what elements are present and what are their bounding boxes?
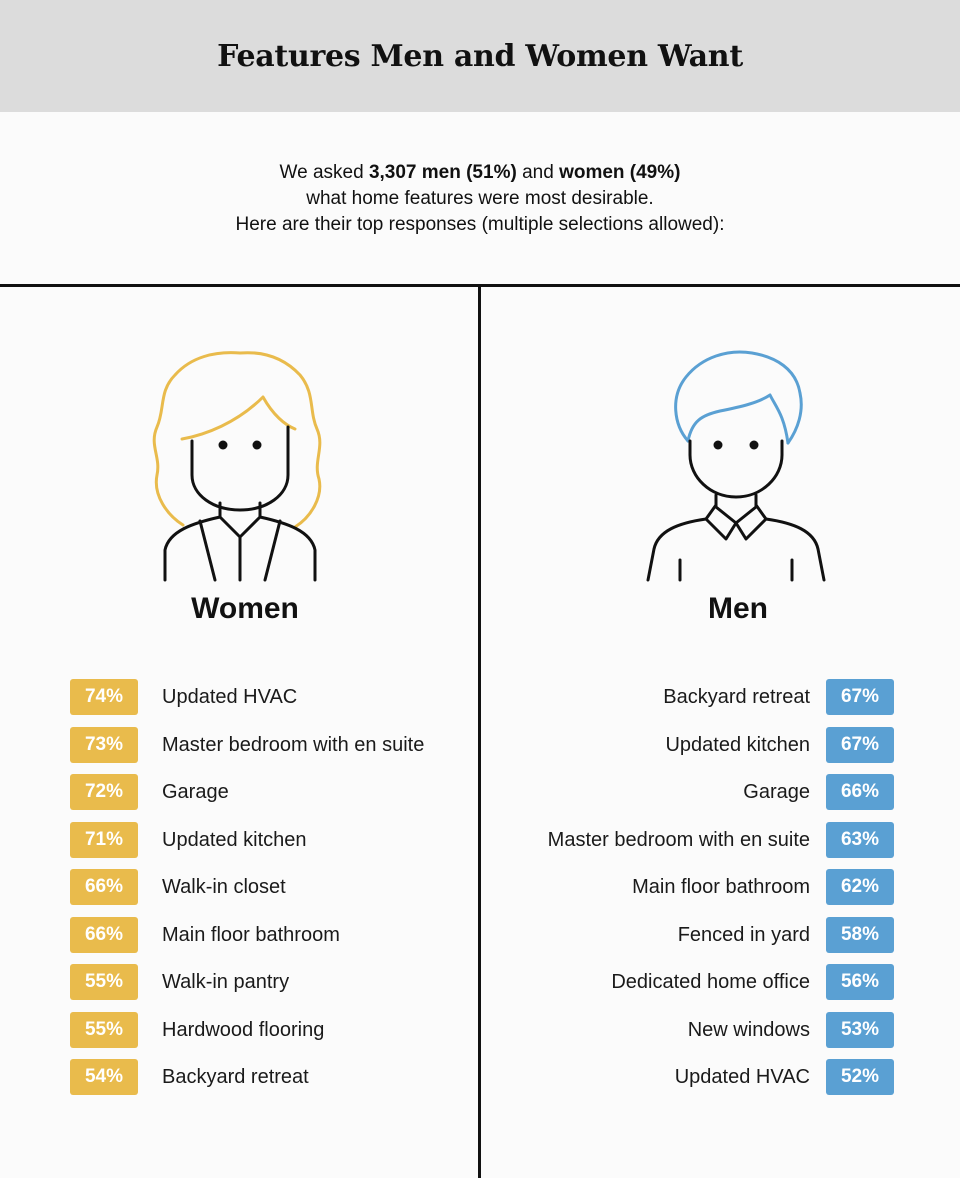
men-feature-label: Main floor bathroom	[632, 875, 810, 898]
men-percent-badge: 52%	[826, 1059, 894, 1095]
men-feature-label: Garage	[743, 780, 810, 803]
women-feature-label: Backyard retreat	[162, 1065, 309, 1088]
men-percent-badge: 66%	[826, 774, 894, 810]
women-list-item: 74% Updated HVAC	[70, 679, 297, 715]
women-percent-badge: 66%	[70, 869, 138, 905]
men-feature-label: Backyard retreat	[663, 685, 810, 708]
women-list-item: 55% Walk-in pantry	[70, 964, 289, 1000]
intro-women-count: women (49%)	[559, 162, 681, 183]
men-percent-badge: 58%	[826, 917, 894, 953]
men-list-item: Updated HVAC 52%	[675, 1059, 894, 1095]
women-percent-badge: 74%	[70, 679, 138, 715]
women-list-item: 73% Master bedroom with en suite	[70, 727, 424, 763]
title-suffix: Want	[647, 38, 743, 74]
men-list-item: Fenced in yard 58%	[678, 917, 894, 953]
header-banner: Features Men and Women Want	[0, 0, 960, 112]
women-feature-label: Hardwood flooring	[162, 1018, 325, 1041]
men-feature-label: Updated kitchen	[665, 733, 810, 756]
intro-men-count: 3,307 men (51%)	[368, 162, 517, 183]
men-percent-badge: 67%	[826, 679, 894, 715]
women-feature-label: Walk-in pantry	[162, 970, 290, 993]
intro-line1-mid: and	[516, 162, 560, 183]
women-feature-label: Master bedroom with en suite	[162, 733, 425, 756]
men-percent-badge: 56%	[826, 964, 894, 1000]
intro-line1-pre: We asked	[279, 162, 369, 183]
men-list-item: Main floor bathroom 62%	[632, 869, 894, 905]
women-list-item: 71% Updated kitchen	[70, 822, 307, 858]
intro-line-3: Here are their top responses (multiple s…	[235, 214, 725, 235]
women-percent-badge: 54%	[70, 1059, 138, 1095]
women-percent-badge: 71%	[70, 822, 138, 858]
man-avatar-icon	[646, 350, 826, 582]
women-percent-badge: 72%	[70, 774, 138, 810]
men-column-title: Men	[708, 592, 768, 625]
women-percent-badge: 66%	[70, 917, 138, 953]
men-list-item: Dedicated home office 56%	[611, 964, 894, 1000]
women-feature-label: Walk-in closet	[162, 875, 286, 898]
women-percent-badge: 55%	[70, 1012, 138, 1048]
women-list-item: 72% Garage	[70, 774, 229, 810]
intro-line-1: We asked 3,307 men (51%) and women (49%)	[0, 160, 960, 186]
page-title: Features Men and Women Want	[217, 39, 743, 74]
men-list-item: Backyard retreat 67%	[663, 679, 894, 715]
title-emphasis: Men and Women	[370, 38, 649, 74]
men-list-item: Updated kitchen 67%	[665, 727, 894, 763]
women-list-item: 54% Backyard retreat	[70, 1059, 309, 1095]
men-feature-label: Master bedroom with en suite	[547, 828, 810, 851]
women-percent-badge: 73%	[70, 727, 138, 763]
women-list-item: 66% Walk-in closet	[70, 869, 286, 905]
woman-avatar-icon	[152, 351, 322, 582]
women-list-item: 55% Hardwood flooring	[70, 1012, 324, 1048]
women-column-title: Women	[191, 592, 299, 625]
men-feature-label: Fenced in yard	[677, 923, 810, 946]
men-list-item: Garage 66%	[743, 774, 894, 810]
men-percent-badge: 63%	[826, 822, 894, 858]
women-list-item: 66% Main floor bathroom	[70, 917, 340, 953]
men-percent-badge: 62%	[826, 869, 894, 905]
men-percent-badge: 53%	[826, 1012, 894, 1048]
men-percent-badge: 67%	[826, 727, 894, 763]
title-prefix: Features	[217, 38, 371, 74]
women-feature-label: Updated HVAC	[162, 685, 298, 708]
men-list-item: New windows 53%	[688, 1012, 894, 1048]
women-feature-label: Main floor bathroom	[162, 923, 340, 946]
men-feature-label: Updated HVAC	[674, 1065, 810, 1088]
vertical-divider	[478, 284, 481, 1178]
women-feature-label: Garage	[162, 780, 229, 803]
women-feature-label: Updated kitchen	[162, 828, 307, 851]
women-percent-badge: 55%	[70, 964, 138, 1000]
intro-text: We asked 3,307 men (51%) and women (49%)…	[0, 160, 960, 238]
men-feature-label: Dedicated home office	[611, 970, 810, 993]
intro-line-2: what home features were most desirable.	[306, 188, 654, 209]
men-feature-label: New windows	[687, 1018, 810, 1041]
men-list-item: Master bedroom with en suite 63%	[548, 822, 894, 858]
